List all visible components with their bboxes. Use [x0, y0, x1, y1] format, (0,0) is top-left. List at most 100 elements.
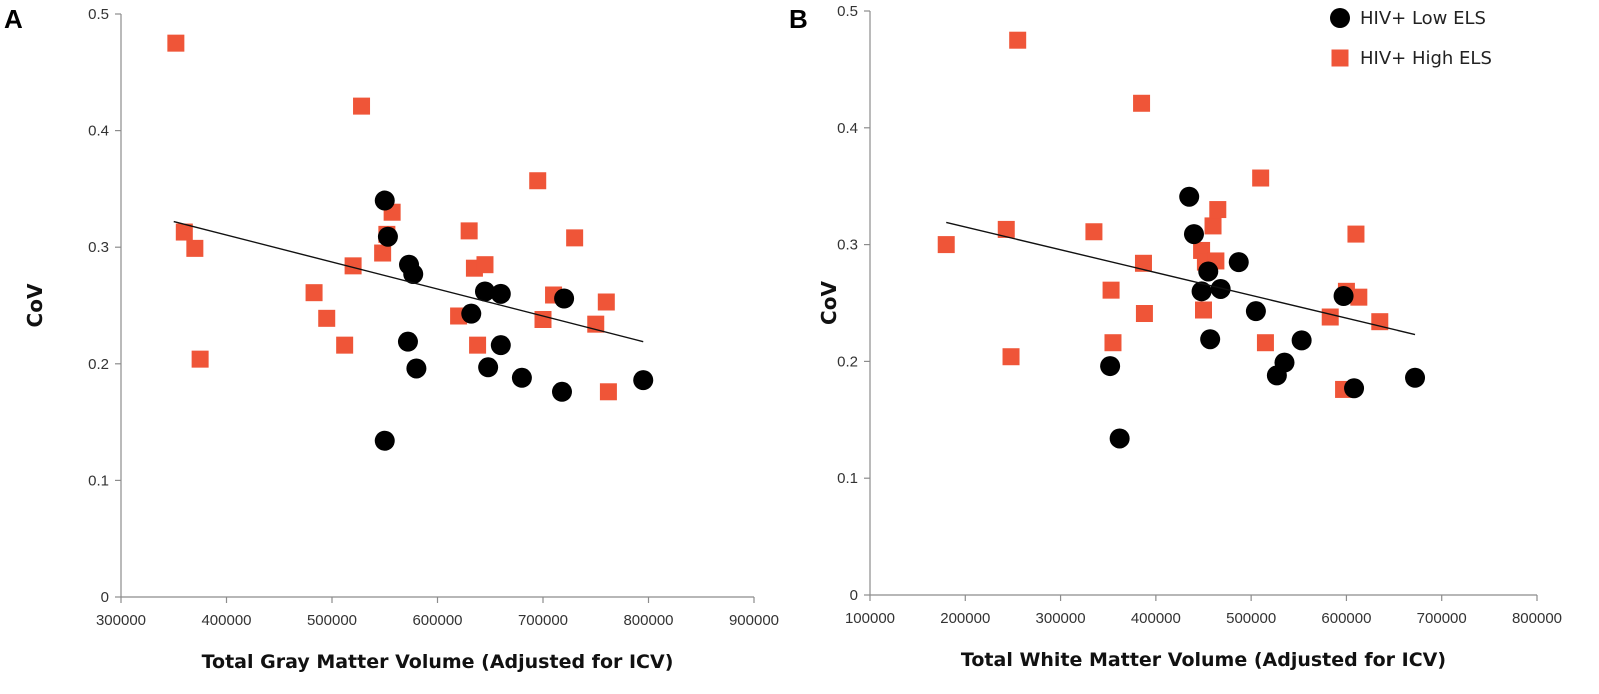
panel-b-letter: B — [789, 4, 808, 34]
panel-a-x-tick-label: 500000 — [307, 612, 357, 629]
panel-b-x-tick-label: 100000 — [845, 610, 895, 627]
panel-a-point-high-els — [469, 336, 487, 354]
panel-a-point-low-els — [554, 288, 575, 309]
panel-b-y-tick-label: 0 — [850, 587, 858, 604]
panel-a-x-tick-label: 900000 — [729, 612, 779, 629]
panel-b-y-tick-label: 0.5 — [837, 3, 858, 20]
panel-b-point-low-els — [1291, 330, 1312, 351]
panel-a-point-high-els — [344, 257, 362, 275]
panel-b-point-low-els — [1198, 261, 1219, 282]
panel-a-y-tick-label: 0.5 — [88, 6, 109, 23]
panel-a-y-tick-label: 0.3 — [88, 239, 109, 256]
panel-a-chart: A 0 0.1 0.2 0.3 0.4 0.5 300000 400000 500000 60000… — [4, 4, 779, 673]
panel-a-point-low-els — [377, 226, 398, 247]
panel-b-point-high-els — [1104, 334, 1122, 352]
legend-marker-high-els — [1331, 49, 1349, 67]
panel-a-point-low-els — [406, 358, 427, 379]
panel-a-x-tick-label: 600000 — [412, 612, 462, 629]
panel-a-point-low-els — [474, 281, 495, 302]
panel-a-point-low-els — [511, 367, 532, 388]
panel-b-x-tick-label: 200000 — [940, 610, 990, 627]
panel-a-point-high-els — [318, 309, 336, 327]
panel-b-point-low-els — [1405, 367, 1426, 388]
panel-a-point-high-els — [353, 97, 371, 115]
panel-a-point-high-els — [597, 293, 615, 311]
panel-b-point-high-els — [1321, 308, 1339, 326]
panel-a-y-tick-label: 0.4 — [88, 123, 109, 140]
panel-a-point-high-els — [305, 284, 323, 302]
panel-b-point-high-els — [1350, 288, 1368, 306]
panel-b-point-high-els — [1085, 223, 1103, 241]
panel-b-y-tick-label: 0.2 — [837, 353, 858, 370]
panel-a-x-tick-label: 300000 — [96, 612, 146, 629]
panel-a-x-axis-title: Total Gray Matter Volume (Adjusted for I… — [202, 651, 674, 673]
legend-marker-low-els — [1330, 8, 1350, 28]
panel-b-x-tick-label: 500000 — [1226, 610, 1276, 627]
panel-a-x-tick-label: 400000 — [201, 612, 251, 629]
legend-label: HIV+ Low ELS — [1360, 8, 1486, 29]
panel-b-trendline — [946, 221, 1416, 336]
panel-b-point-high-els — [1347, 225, 1365, 243]
panel-a-y-tick-label: 0.2 — [88, 356, 109, 373]
panel-a-point-high-els — [529, 172, 547, 190]
panel-b-y-tick-label: 0.4 — [837, 120, 858, 137]
panel-b-x-tick-label: 700000 — [1417, 610, 1467, 627]
panel-a-point-high-els — [191, 350, 209, 368]
panel-a-point-high-els — [175, 223, 193, 241]
panel-b-chart: B 0 0.1 0.2 0.3 0.4 0.5 100000 200000 300000 40000… — [789, 3, 1562, 671]
panel-a-point-low-els — [490, 335, 511, 356]
panel-a-x-tick-label: 800000 — [623, 612, 673, 629]
panel-a-point-high-els — [374, 244, 392, 262]
panel-a-trendline — [173, 220, 644, 343]
panel-b-x-tick-label: 600000 — [1321, 610, 1371, 627]
panel-b-point-low-els — [1191, 281, 1212, 302]
panel-b-point-high-els — [1002, 348, 1020, 366]
panel-b-point-low-els — [1179, 186, 1200, 207]
panel-a-point-low-els — [633, 370, 654, 391]
panel-b-point-high-els — [937, 236, 955, 254]
panel-b-x-tick-label: 400000 — [1131, 610, 1181, 627]
panel-b-point-high-els — [997, 220, 1015, 238]
panel-b-point-high-els — [1102, 281, 1120, 299]
panel-b-x-tick-label: 800000 — [1512, 610, 1562, 627]
panel-a-point-high-els — [336, 336, 354, 354]
panel-b-point-high-els — [1134, 254, 1152, 272]
panel-a-point-low-els — [374, 430, 395, 451]
panel-a-point-low-els — [490, 283, 511, 304]
panel-b-point-low-els — [1210, 278, 1231, 299]
panel-b-point-low-els — [1100, 356, 1121, 377]
panel-b-point-low-els — [1344, 378, 1365, 399]
panel-a-point-low-els — [551, 381, 572, 402]
panel-a-point-low-els — [461, 303, 482, 324]
panel-a-point-high-els — [566, 229, 584, 247]
panel-b-y-tick-label: 0.3 — [837, 237, 858, 254]
panel-a-point-low-els — [403, 264, 424, 285]
panel-b-point-high-els — [1135, 305, 1153, 323]
panel-b-point-low-els — [1228, 252, 1249, 273]
panel-b-point-high-els — [1204, 217, 1222, 235]
panel-b-point-high-els — [1256, 334, 1274, 352]
panel-b-x-tick-label: 300000 — [1036, 610, 1086, 627]
panel-a-letter: A — [4, 4, 23, 34]
panel-b-y-tick-label: 0.1 — [837, 470, 858, 487]
panel-b-point-high-els — [1252, 169, 1270, 187]
panel-b-point-low-els — [1266, 365, 1287, 386]
panel-a-point-high-els — [599, 383, 617, 401]
panel-a-point-low-els — [397, 331, 418, 352]
legend-label: HIV+ High ELS — [1360, 48, 1492, 69]
panel-b-point-high-els — [1195, 301, 1212, 319]
panel-a-point-high-els — [476, 256, 494, 274]
panel-b-y-axis-title: CoV — [817, 281, 841, 325]
panel-a-y-tick-label: 0.1 — [88, 472, 109, 489]
panel-a-point-low-els — [374, 190, 395, 211]
panel-b-point-high-els — [1133, 94, 1151, 112]
panel-b-point-low-els — [1183, 224, 1204, 245]
panel-b-point-low-els — [1333, 285, 1354, 306]
panel-a-point-high-els — [167, 34, 185, 52]
panel-a-y-axis-title: CoV — [23, 283, 47, 327]
panel-b-point-high-els — [1009, 31, 1027, 49]
panel-a-x-tick-label: 700000 — [518, 612, 568, 629]
panel-b-point-low-els — [1200, 329, 1221, 350]
panel-a-point-high-els — [534, 310, 552, 328]
